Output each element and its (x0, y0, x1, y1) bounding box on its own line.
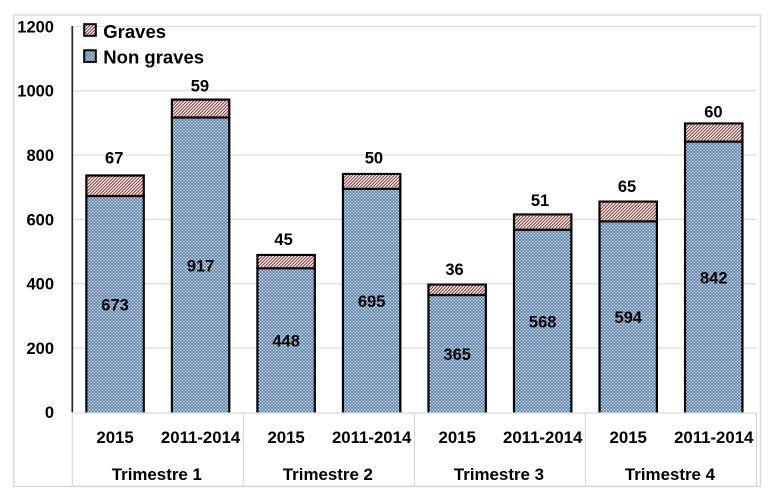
svg-text:2011-2014: 2011-2014 (503, 428, 583, 447)
svg-text:365: 365 (443, 346, 471, 364)
svg-text:600: 600 (26, 211, 54, 229)
svg-text:2011-2014: 2011-2014 (161, 428, 241, 447)
svg-text:448: 448 (272, 333, 300, 351)
svg-text:Trimestre 1: Trimestre 1 (112, 465, 202, 484)
svg-text:2011-2014: 2011-2014 (332, 428, 412, 447)
svg-text:842: 842 (700, 269, 728, 287)
svg-text:400: 400 (26, 276, 54, 294)
svg-text:2015: 2015 (96, 428, 133, 447)
svg-text:1000: 1000 (17, 83, 54, 101)
svg-text:36: 36 (445, 261, 463, 279)
svg-text:1200: 1200 (17, 18, 54, 36)
svg-text:800: 800 (26, 147, 54, 165)
svg-text:2015: 2015 (438, 428, 475, 447)
svg-text:917: 917 (187, 257, 215, 275)
svg-text:594: 594 (614, 309, 642, 327)
svg-text:Graves: Graves (103, 21, 166, 42)
svg-text:673: 673 (101, 296, 129, 314)
svg-text:60: 60 (704, 104, 722, 122)
svg-text:Non graves: Non graves (103, 46, 204, 67)
svg-text:65: 65 (618, 178, 636, 196)
svg-text:Trimestre 4: Trimestre 4 (625, 465, 716, 484)
svg-text:50: 50 (365, 150, 383, 168)
svg-text:67: 67 (105, 150, 123, 168)
svg-text:59: 59 (191, 77, 209, 95)
svg-text:2015: 2015 (610, 428, 647, 447)
svg-text:45: 45 (274, 231, 292, 249)
svg-text:51: 51 (531, 192, 549, 210)
svg-text:2015: 2015 (267, 428, 304, 447)
svg-text:568: 568 (529, 313, 557, 331)
svg-text:2011-2014: 2011-2014 (674, 428, 754, 447)
svg-text:695: 695 (358, 293, 386, 311)
svg-text:200: 200 (26, 340, 54, 358)
svg-text:Trimestre 2: Trimestre 2 (283, 465, 373, 484)
svg-text:Trimestre 3: Trimestre 3 (454, 465, 544, 484)
svg-text:0: 0 (45, 404, 54, 422)
